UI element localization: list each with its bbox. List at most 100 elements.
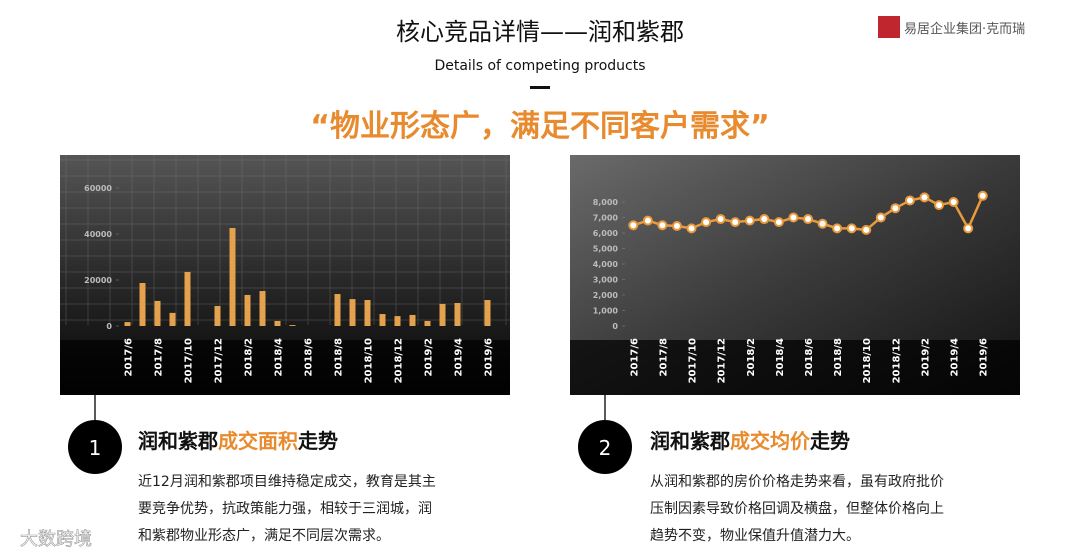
point bbox=[671, 221, 682, 232]
point bbox=[788, 212, 799, 223]
x-tick-label: 2017/12 bbox=[214, 338, 225, 383]
y-tick-label: 60000 bbox=[84, 184, 112, 193]
x-tick-label: 2018/4 bbox=[775, 338, 786, 376]
heading-part: 走势 bbox=[298, 429, 338, 453]
logo-mark bbox=[878, 16, 900, 38]
x-tick-label: 2019/6 bbox=[979, 338, 990, 376]
bar bbox=[274, 320, 281, 326]
bar bbox=[139, 282, 146, 326]
x-tick-label: 2018/8 bbox=[833, 338, 844, 376]
x-tick-label: 2018/12 bbox=[891, 338, 902, 383]
bar bbox=[154, 300, 161, 326]
heading-part: 成交面积 bbox=[218, 429, 298, 453]
divider bbox=[530, 86, 550, 89]
body-line: 从润和紫郡的房价价格走势来看，虽有政府批价 bbox=[650, 474, 944, 490]
slogan: “物业形态广，满足不同客户需求” bbox=[310, 109, 769, 144]
x-tick-label: 2017/8 bbox=[154, 338, 165, 376]
point bbox=[832, 223, 843, 234]
x-tick-label: 2019/6 bbox=[484, 338, 495, 376]
panel-shade bbox=[60, 340, 510, 395]
body-line: 和紫郡物业形态广，满足不同层次需求。 bbox=[138, 528, 390, 544]
bar bbox=[364, 300, 371, 326]
x-tick-label: 2018/2 bbox=[746, 338, 757, 376]
y-tick-label: 20000 bbox=[84, 276, 112, 285]
body-line: 近12月润和紫郡项目维持稳定成交，教育是其主 bbox=[138, 473, 436, 490]
x-tick-label: 2019/2 bbox=[424, 338, 435, 376]
bar bbox=[424, 320, 431, 326]
x-tick-label: 2017/12 bbox=[717, 338, 728, 383]
point bbox=[730, 217, 741, 228]
bar bbox=[124, 322, 131, 326]
title: 核心竞品详情——润和紫郡 bbox=[396, 18, 684, 46]
logo: 易居企业集团·克而瑞 bbox=[904, 21, 1025, 37]
x-tick-label: 2018/12 bbox=[394, 338, 405, 383]
y-tick-label: 4,000 bbox=[593, 260, 619, 269]
point bbox=[701, 217, 712, 228]
x-tick-label: 2019/2 bbox=[920, 338, 931, 376]
bar bbox=[169, 312, 176, 326]
point bbox=[919, 192, 930, 203]
x-tick-label: 2018/4 bbox=[274, 338, 285, 376]
x-tick-label: 2018/10 bbox=[862, 338, 873, 383]
y-tick-label: 2,000 bbox=[593, 291, 619, 300]
x-tick-label: 2018/10 bbox=[364, 338, 375, 383]
heading-part: 走势 bbox=[810, 429, 850, 453]
x-tick-label: 2019/4 bbox=[454, 338, 465, 376]
y-tick-label: 40000 bbox=[84, 230, 112, 239]
x-tick-label: 2017/8 bbox=[658, 338, 669, 376]
bar bbox=[244, 294, 251, 326]
heading-part: 润和紫郡 bbox=[138, 429, 218, 453]
y-tick-label: 6,000 bbox=[593, 229, 619, 238]
point bbox=[977, 190, 988, 201]
point bbox=[803, 214, 813, 225]
y-tick-label: 3,000 bbox=[593, 276, 619, 285]
point bbox=[846, 223, 857, 234]
x-tick-label: 2017/6 bbox=[124, 338, 135, 376]
panel-shade bbox=[570, 340, 1020, 395]
point bbox=[904, 195, 915, 206]
bar bbox=[349, 299, 356, 326]
point bbox=[657, 220, 668, 231]
x-tick-label: 2017/10 bbox=[688, 338, 699, 383]
bar bbox=[439, 303, 446, 326]
bar bbox=[289, 325, 296, 326]
watermark: 大数跨境 bbox=[20, 529, 92, 550]
point bbox=[686, 223, 697, 234]
heading-part: 润和紫郡 bbox=[650, 429, 730, 453]
heading-part: 成交均价 bbox=[730, 429, 811, 453]
x-tick-label: 2017/10 bbox=[184, 338, 195, 383]
point bbox=[817, 218, 828, 229]
body-line: 趋势不变，物业保值升值潜力大。 bbox=[650, 528, 860, 544]
bar bbox=[259, 291, 266, 326]
step-badge bbox=[578, 420, 632, 474]
point bbox=[875, 212, 886, 223]
y-tick-label: 7,000 bbox=[593, 214, 619, 223]
bar bbox=[334, 294, 341, 326]
y-tick-label: 1,000 bbox=[593, 307, 619, 316]
x-tick-label: 2018/2 bbox=[244, 338, 255, 376]
step-number: 2 bbox=[599, 436, 612, 460]
step-badge bbox=[68, 420, 122, 474]
panel-texture bbox=[60, 155, 510, 325]
bar bbox=[229, 228, 236, 326]
x-tick-label: 2019/4 bbox=[950, 338, 961, 376]
bar bbox=[379, 314, 386, 326]
point bbox=[934, 200, 945, 211]
section-heading: 润和紫郡成交面积走势 bbox=[138, 429, 338, 453]
section-heading: 润和紫郡成交均价走势 bbox=[650, 429, 850, 453]
y-tick-label: 0 bbox=[106, 322, 112, 331]
point bbox=[963, 223, 974, 234]
bar bbox=[454, 303, 461, 326]
bar bbox=[214, 305, 221, 326]
x-tick-label: 2018/6 bbox=[804, 338, 815, 376]
body-line: 压制因素导致价格回调及横盘，但整体价格向上 bbox=[650, 500, 944, 517]
bar bbox=[184, 271, 191, 326]
step-number: 1 bbox=[89, 436, 102, 460]
y-tick-label: 5,000 bbox=[593, 245, 619, 254]
point bbox=[715, 214, 726, 225]
subtitle: Details of competing products bbox=[434, 58, 645, 74]
bar bbox=[394, 316, 401, 326]
bar bbox=[484, 300, 491, 326]
